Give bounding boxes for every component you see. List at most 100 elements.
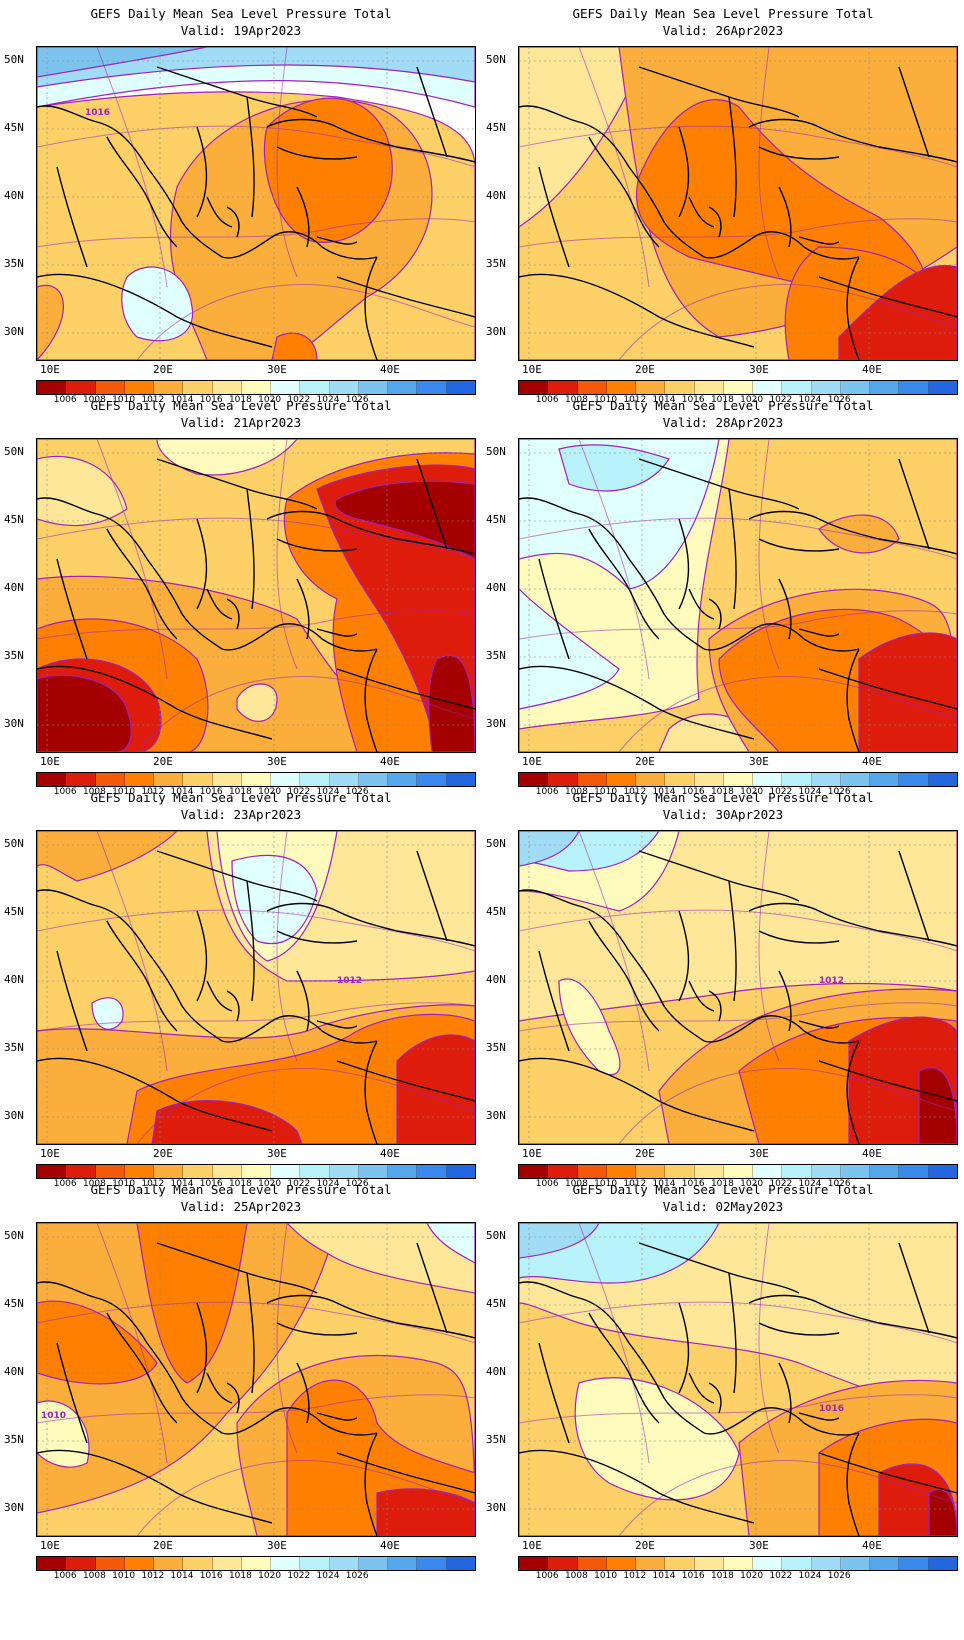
map-panel: GEFS Daily Mean Sea Level Pressure Total… [482, 0, 964, 410]
coastline [336, 276, 475, 318]
colorbar-label: 1018 [710, 1571, 734, 1581]
colorbar-swatch [577, 773, 607, 786]
coastline [588, 528, 660, 640]
colorbar-label: 1016 [199, 395, 223, 405]
lat-tick-label: 45N [486, 1297, 506, 1310]
panel-title: GEFS Daily Mean Sea Level Pressure Total [90, 1182, 392, 1197]
pressure-contour-region [37, 455, 128, 527]
pressure-field: 1010 [37, 1223, 475, 1536]
lon-tick-label: 30E [749, 1539, 769, 1552]
colorbar-swatch [212, 1165, 242, 1178]
colorbar-swatch [636, 773, 666, 786]
coastline [818, 1060, 957, 1102]
lat-tick-label: 40N [4, 581, 24, 594]
coastline [206, 1372, 240, 1414]
isobar-line [37, 1301, 475, 1344]
pressure-map: 1012 [36, 830, 476, 1145]
pressure-contour-region [151, 1100, 303, 1144]
lat-tick-label: 50N [486, 1229, 506, 1242]
colorbar-swatch [782, 381, 812, 394]
lat-tick-label: 30N [4, 325, 24, 338]
colorbar-swatch [548, 1557, 578, 1570]
isobar-line [276, 47, 298, 278]
pressure-map [518, 438, 958, 753]
colorbar-label: 1006 [535, 787, 559, 797]
colorbar-swatch [606, 1557, 637, 1570]
colorbar-label: 1012 [623, 1179, 647, 1189]
lat-tick-label: 30N [4, 717, 24, 730]
colorbar-label: 1020 [258, 787, 282, 797]
coastline [519, 105, 705, 258]
colorbar-swatch [300, 1557, 330, 1570]
isobar-line [578, 1223, 650, 1464]
pressure-map [36, 438, 476, 753]
coastline [758, 538, 840, 552]
colorbar-swatch [665, 1165, 695, 1178]
coastline [846, 1040, 860, 1144]
pressure-contour-region [91, 997, 124, 1030]
pressure-contour-region [558, 444, 670, 492]
colorbar-label: 1014 [652, 787, 676, 797]
coastline [798, 1412, 840, 1421]
coastline [56, 950, 88, 1052]
lon-tick-label: 30E [267, 1539, 287, 1552]
map-panel: GEFS Daily Mean Sea Level Pressure Total… [0, 392, 482, 802]
colorbar-swatch [606, 773, 637, 786]
pressure-contour-region [396, 1034, 475, 1144]
isobar-line [618, 1460, 957, 1536]
colorbar-swatch [241, 381, 272, 394]
colorbar-label: 1020 [740, 395, 764, 405]
isobar-label: 1010 [41, 1411, 66, 1421]
panel-valid-date: Valid: 19Apr2023 [180, 23, 302, 38]
coastline [416, 1242, 448, 1334]
lon-tick-label: 10E [40, 1539, 60, 1552]
colorbar-label: 1024 [798, 395, 822, 405]
coastline [156, 458, 318, 510]
coastline [266, 1294, 475, 1339]
coastline [206, 980, 240, 1022]
panel-title: GEFS Daily Mean Sea Level Pressure Total [90, 6, 392, 21]
colorbar-label: 1008 [82, 395, 106, 405]
coastline [538, 950, 570, 1052]
isobar-line [276, 1223, 298, 1454]
pressure-contour-region [156, 439, 298, 476]
colorbar-label: 1026 [827, 395, 851, 405]
colorbar-swatch [870, 1165, 900, 1178]
lat-tick-label: 40N [486, 973, 506, 986]
coastline [37, 1449, 273, 1524]
coastline [364, 256, 378, 360]
coastline [678, 1302, 690, 1394]
isobar-line [618, 284, 957, 360]
colorbar-swatch [811, 773, 841, 786]
colorbar-swatch [446, 381, 475, 394]
lat-tick-label: 40N [486, 189, 506, 202]
coastline [588, 136, 660, 248]
coastline [519, 889, 705, 1042]
colorbar-label: 1026 [345, 787, 369, 797]
colorbar-swatch [124, 1557, 155, 1570]
colorbar-swatch [300, 1165, 330, 1178]
colorbar-label: 1008 [564, 1179, 588, 1189]
lat-tick-label: 50N [486, 445, 506, 458]
coastline [316, 236, 358, 245]
lat-tick-label: 50N [4, 445, 24, 458]
colorbar-swatch [95, 1165, 125, 1178]
colorbar-swatch [388, 1165, 418, 1178]
isobar-line [519, 1301, 957, 1344]
colorbar-swatch [183, 381, 213, 394]
lat-tick-label: 45N [486, 121, 506, 134]
coastline [538, 558, 570, 660]
pressure-contour-region [574, 1377, 740, 1501]
isobar-label: 1012 [819, 976, 844, 986]
lat-tick-label: 30N [486, 1109, 506, 1122]
lat-tick-label: 45N [4, 905, 24, 918]
coastline [588, 1312, 660, 1424]
coastline [678, 910, 690, 1002]
coastline [221, 231, 378, 260]
coastline [678, 518, 690, 610]
lon-tick-label: 40E [380, 1539, 400, 1552]
isobar-line [758, 1223, 780, 1454]
colorbar-label: 1024 [798, 787, 822, 797]
map-panel: GEFS Daily Mean Sea Level Pressure Total… [0, 0, 482, 410]
isobar-line [758, 831, 780, 1062]
